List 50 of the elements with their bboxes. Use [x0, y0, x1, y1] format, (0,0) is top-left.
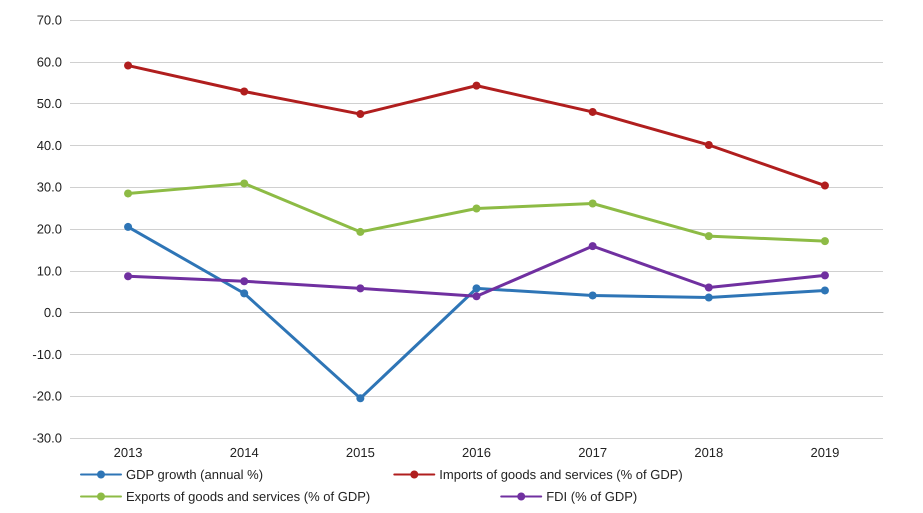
point — [356, 228, 364, 236]
legend-label: Imports of goods and services (% of GDP) — [439, 467, 683, 482]
point — [588, 200, 597, 208]
x-tick-label: 2018 — [694, 445, 724, 460]
point — [356, 394, 364, 402]
point — [124, 189, 132, 198]
y-tick-label: 20.0 — [36, 222, 62, 236]
y-tick-label: 60.0 — [36, 54, 62, 70]
y-tick-label: 30.0 — [36, 180, 62, 195]
point — [240, 179, 248, 188]
point — [704, 294, 713, 302]
point — [472, 82, 480, 90]
x-tick-label: 2014 — [230, 445, 259, 460]
point — [820, 237, 829, 246]
y-tick-label: 10.0 — [36, 263, 62, 278]
point — [704, 232, 713, 240]
y-tick-label: -20.0 — [32, 388, 62, 404]
point — [704, 140, 713, 149]
legend-label: GDP growth (annual %) — [126, 467, 264, 482]
legend-label: FDI (% of GDP) — [546, 489, 638, 504]
point — [472, 292, 480, 300]
legend-label: Exports of goods and services (% of GDP) — [126, 489, 370, 504]
point — [124, 62, 132, 70]
point — [472, 204, 480, 213]
x-tick-label: 2019 — [810, 445, 840, 460]
point — [820, 286, 829, 294]
point — [588, 242, 597, 250]
point — [588, 108, 597, 116]
point — [240, 277, 248, 286]
y-tick-label: 40.0 — [36, 138, 62, 153]
point — [124, 272, 132, 280]
point — [240, 289, 248, 298]
point — [820, 271, 829, 280]
y-tick-label: -30.0 — [32, 430, 62, 446]
point — [124, 222, 132, 231]
y-tick-label: 50.0 — [36, 96, 62, 112]
point — [820, 182, 829, 190]
point — [240, 87, 248, 96]
y-tick-label: 0.0 — [44, 305, 62, 320]
x-tick-label: 2017 — [578, 445, 608, 460]
point — [588, 291, 597, 300]
point — [704, 284, 713, 292]
x-tick-label: 2015 — [346, 445, 375, 460]
point — [356, 110, 364, 118]
x-tick-label: 2013 — [114, 445, 143, 460]
y-tick-label: -10.0 — [32, 346, 62, 362]
y-tick-label: 70.0 — [36, 12, 62, 28]
point — [356, 284, 364, 292]
point — [472, 284, 480, 292]
x-tick-label: 2016 — [462, 445, 491, 460]
